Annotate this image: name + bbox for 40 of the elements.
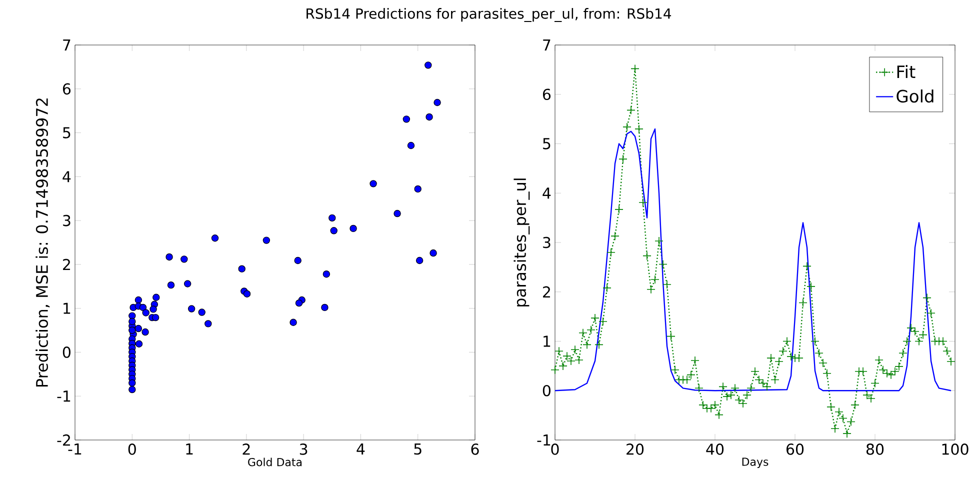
x-tick-label: 60 (786, 444, 804, 455)
x-tick-label: 20 (626, 444, 644, 455)
chart-title: RSb14 Predictions for parasites_per_ul, from: RSb14 (306, 8, 672, 22)
y-tick-label: 7 (63, 40, 70, 50)
y-tick-label: 4 (542, 188, 551, 199)
y-tick-label: 5 (543, 138, 550, 150)
x-tick-label: 4 (356, 444, 365, 454)
x-tick-label: 5 (414, 444, 422, 455)
legend-label: Gold (896, 89, 934, 103)
x-tick-label: 0 (128, 444, 136, 455)
y-tick-label: 7 (543, 40, 550, 50)
y-tick-label: 0 (542, 384, 550, 396)
x-tick-label: 6 (471, 444, 479, 455)
y-tick-label: 6 (542, 88, 551, 100)
x-tick-label: 2 (242, 444, 250, 455)
x-tick-label: 1 (186, 444, 193, 454)
y-tick-label: 3 (63, 214, 70, 226)
x-axis-title: Gold Data (248, 458, 302, 466)
line-series (555, 128, 952, 392)
y-axis-title: Prediction, MSE is: 0.714983589972 (36, 98, 50, 387)
y-tick-label: 4 (62, 171, 71, 182)
y-tick-label: 1 (64, 302, 70, 314)
x-tick-label: 100 (942, 444, 968, 455)
y-tick-label: -2 (57, 434, 70, 446)
legend-label: Fit (897, 65, 916, 78)
y-tick-label: 3 (543, 236, 550, 248)
y-tick-label: -1 (57, 390, 70, 402)
y-axis-title: parasites_per_ul (514, 178, 530, 306)
x-axis-title: Days (742, 458, 768, 468)
x-tick-label: 80 (866, 444, 884, 455)
y-tick-label: 6 (62, 83, 71, 95)
y-tick-label: 2 (63, 258, 70, 270)
y-tick-label: 5 (63, 127, 70, 138)
y-tick-label: -1 (537, 434, 550, 446)
y-tick-label: 0 (62, 346, 70, 358)
y-tick-label: 1 (544, 336, 550, 347)
x-tick-label: 3 (300, 444, 308, 455)
x-tick-label: 0 (551, 444, 559, 455)
y-tick-label: 2 (543, 286, 550, 298)
x-tick-label: 40 (706, 444, 724, 455)
